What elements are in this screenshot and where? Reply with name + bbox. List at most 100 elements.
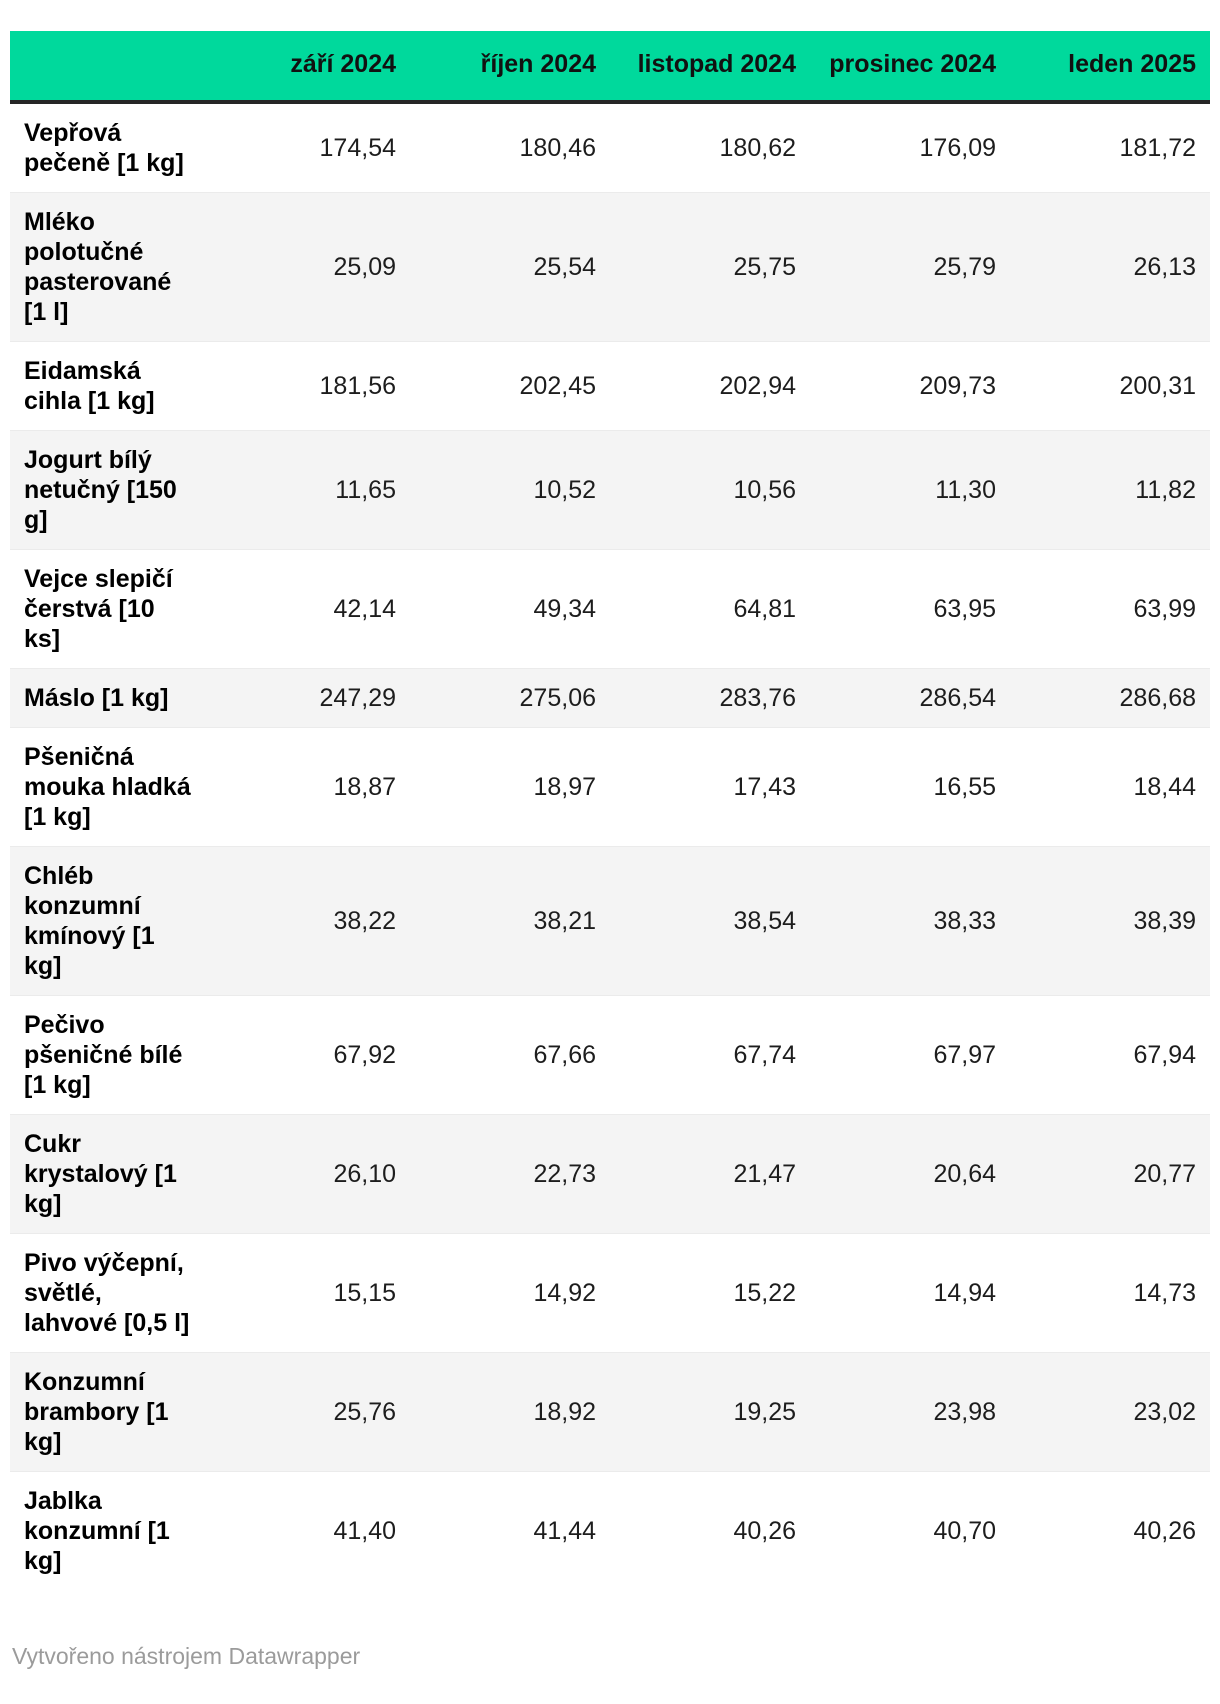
table-row: Mléko polotučné pasterované [1 l] 25,09 …: [10, 192, 1210, 342]
cell-value: 174,54: [319, 134, 396, 162]
cell-value: 10,56: [733, 476, 796, 504]
cell-value: 38,21: [533, 907, 596, 935]
cell-value: 18,97: [533, 773, 596, 801]
cell-value: 41,40: [333, 1517, 396, 1545]
cell-value: 67,66: [533, 1041, 596, 1069]
row-label: Vepřová pečeně [1 kg]: [24, 119, 184, 177]
table-row: Pšeničná mouka hladká [1 kg] 18,87 18,97…: [10, 727, 1210, 847]
cell-value: 41,44: [533, 1517, 596, 1545]
row-label: Pivo výčepní, světlé, lahvové [0,5 l]: [24, 1249, 190, 1337]
cell-value: 14,73: [1133, 1279, 1196, 1307]
table-row: Konzumní brambory [1 kg] 25,76 18,92 19,…: [10, 1352, 1210, 1472]
datawrapper-attribution-link[interactable]: Vytvořeno nástrojem Datawrapper: [12, 1643, 361, 1669]
header-corner-cell: [10, 31, 210, 104]
cell-value: 40,26: [1133, 1517, 1196, 1545]
row-label: Vejce slepičí čerstvá [10 ks]: [24, 565, 173, 653]
row-label: Pečivo pšeničné bílé [1 kg]: [24, 1011, 183, 1099]
cell-value: 26,10: [333, 1160, 396, 1188]
cell-value: 23,98: [933, 1398, 996, 1426]
cell-value: 15,22: [733, 1279, 796, 1307]
cell-value: 63,99: [1133, 595, 1196, 623]
cell-value: 25,75: [733, 253, 796, 281]
cell-value: 275,06: [519, 684, 596, 712]
row-label: Chléb konzumní kmínový [1 kg]: [24, 862, 155, 980]
cell-value: 200,31: [1119, 372, 1196, 400]
cell-value: 38,54: [733, 907, 796, 935]
cell-value: 283,76: [719, 684, 796, 712]
cell-value: 209,73: [919, 372, 996, 400]
cell-value: 40,70: [933, 1517, 996, 1545]
cell-value: 16,55: [933, 773, 996, 801]
cell-value: 67,97: [933, 1041, 996, 1069]
row-label: Jablka konzumní [1 kg]: [24, 1487, 170, 1575]
table-row: Pečivo pšeničné bílé [1 kg] 67,92 67,66 …: [10, 995, 1210, 1115]
cell-value: 25,54: [533, 253, 596, 281]
cell-value: 176,09: [919, 134, 996, 162]
cell-value: 18,92: [533, 1398, 596, 1426]
row-label: Konzumní brambory [1 kg]: [24, 1368, 169, 1456]
table-row: Jogurt bílý netučný [150 g] 11,65 10,52 …: [10, 430, 1210, 550]
cell-value: 286,68: [1119, 684, 1196, 712]
table-row: Chléb konzumní kmínový [1 kg] 38,22 38,2…: [10, 846, 1210, 996]
cell-value: 15,15: [333, 1279, 396, 1307]
cell-value: 25,09: [333, 253, 396, 281]
column-header-january: leden 2025: [1010, 31, 1210, 104]
cell-value: 25,76: [333, 1398, 396, 1426]
cell-value: 38,33: [933, 907, 996, 935]
cell-value: 67,74: [733, 1041, 796, 1069]
row-label: Cukr krystalový [1 kg]: [24, 1130, 177, 1218]
table-row: Eidamská cihla [1 kg] 181,56 202,45 202,…: [10, 341, 1210, 431]
cell-value: 64,81: [733, 595, 796, 623]
cell-value: 40,26: [733, 1517, 796, 1545]
cell-value: 181,56: [319, 372, 396, 400]
cell-value: 67,94: [1133, 1041, 1196, 1069]
cell-value: 19,25: [733, 1398, 796, 1426]
row-label: Eidamská cihla [1 kg]: [24, 357, 155, 415]
cell-value: 180,62: [719, 134, 796, 162]
column-header-november: listopad 2024: [610, 31, 810, 104]
cell-value: 286,54: [919, 684, 996, 712]
cell-value: 18,44: [1133, 773, 1196, 801]
cell-value: 18,87: [333, 773, 396, 801]
cell-value: 11,30: [935, 476, 996, 504]
column-header-october: říjen 2024: [410, 31, 610, 104]
cell-value: 20,77: [1133, 1160, 1196, 1188]
cell-value: 202,94: [719, 372, 796, 400]
column-header-december: prosinec 2024: [810, 31, 1010, 104]
table-row: Jablka konzumní [1 kg] 41,40 41,44 40,26…: [10, 1471, 1210, 1591]
row-label: Jogurt bílý netučný [150 g]: [24, 446, 177, 534]
cell-value: 22,73: [533, 1160, 596, 1188]
table-row: Vepřová pečeně [1 kg] 174,54 180,46 180,…: [10, 102, 1210, 193]
cell-value: 23,02: [1133, 1398, 1196, 1426]
table-row: Máslo [1 kg] 247,29 275,06 283,76 286,54…: [10, 668, 1210, 728]
cell-value: 11,82: [1135, 476, 1196, 504]
price-table: září 2024 říjen 2024 listopad 2024 prosi…: [10, 31, 1210, 1590]
cell-value: 11,65: [335, 476, 396, 504]
cell-value: 21,47: [733, 1160, 796, 1188]
row-label: Máslo [1 kg]: [24, 684, 169, 712]
cell-value: 10,52: [533, 476, 596, 504]
cell-value: 25,79: [933, 253, 996, 281]
cell-value: 38,22: [333, 907, 396, 935]
table-row: Cukr krystalový [1 kg] 26,10 22,73 21,47…: [10, 1114, 1210, 1234]
table-row: Pivo výčepní, světlé, lahvové [0,5 l] 15…: [10, 1233, 1210, 1353]
cell-value: 26,13: [1133, 253, 1196, 281]
cell-value: 67,92: [333, 1041, 396, 1069]
cell-value: 14,92: [533, 1279, 596, 1307]
column-header-september: září 2024: [210, 31, 410, 104]
cell-value: 63,95: [933, 595, 996, 623]
header-row: září 2024 říjen 2024 listopad 2024 prosi…: [10, 31, 1210, 104]
table-row: Vejce slepičí čerstvá [10 ks] 42,14 49,3…: [10, 549, 1210, 669]
table-header: září 2024 říjen 2024 listopad 2024 prosi…: [10, 31, 1210, 104]
row-label: Pšeničná mouka hladká [1 kg]: [24, 743, 191, 831]
cell-value: 42,14: [333, 595, 396, 623]
cell-value: 247,29: [319, 684, 396, 712]
table-body: Vepřová pečeně [1 kg] 174,54 180,46 180,…: [10, 102, 1210, 1590]
cell-value: 38,39: [1133, 907, 1196, 935]
row-label: Mléko polotučné pasterované [1 l]: [24, 208, 172, 326]
cell-value: 49,34: [533, 595, 596, 623]
attribution-footer: Vytvořeno nástrojem Datawrapper: [10, 1642, 1210, 1670]
cell-value: 14,94: [933, 1279, 996, 1307]
cell-value: 17,43: [733, 773, 796, 801]
